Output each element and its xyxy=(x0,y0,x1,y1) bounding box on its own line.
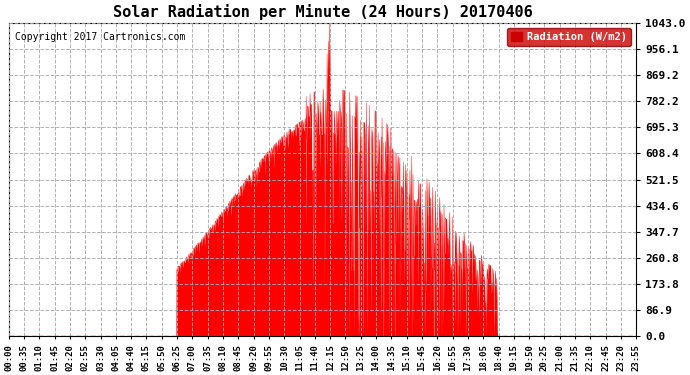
Title: Solar Radiation per Minute (24 Hours) 20170406: Solar Radiation per Minute (24 Hours) 20… xyxy=(112,4,533,20)
Legend: Radiation (W/m2): Radiation (W/m2) xyxy=(507,28,631,46)
Text: Copyright 2017 Cartronics.com: Copyright 2017 Cartronics.com xyxy=(15,32,186,42)
